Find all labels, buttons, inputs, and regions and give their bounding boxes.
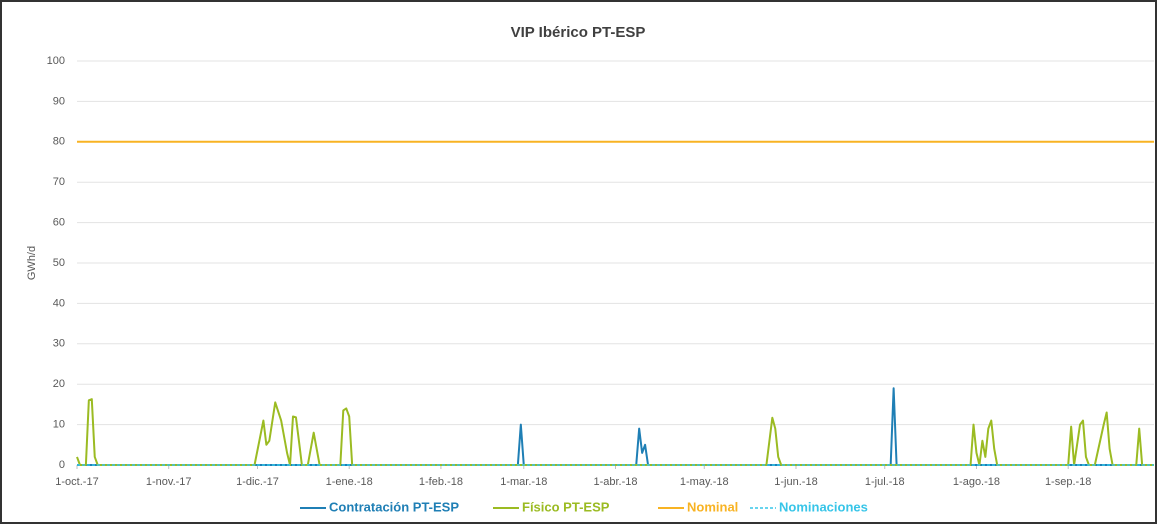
x-tick-label: 1-nov.-17: [146, 476, 192, 488]
x-tick-label: 1-feb.-18: [419, 476, 463, 488]
x-tick-label: 1-abr.-18: [593, 476, 637, 488]
x-tick-label: 1-jul.-18: [865, 476, 905, 488]
y-tick-label: 40: [53, 297, 65, 309]
series-line: [77, 387, 1154, 466]
x-tick-label: 1-oct.-17: [55, 476, 98, 488]
x-tick-label: 1-ene.-18: [326, 476, 373, 488]
x-tick-label: 1-may.-18: [680, 476, 729, 488]
y-axis-label: GWh/d: [26, 246, 38, 280]
series-line: [76, 398, 1154, 466]
legend-label: Contratación PT-ESP: [329, 499, 459, 514]
y-tick-label: 50: [53, 257, 65, 269]
y-tick-label: 80: [53, 136, 65, 148]
y-tick-label: 90: [53, 95, 65, 107]
y-tick-label: 70: [53, 176, 65, 188]
x-tick-label: 1-sep.-18: [1045, 476, 1091, 488]
x-tick-label: 1-mar.-18: [500, 476, 547, 488]
x-tick-label: 1-jun.-18: [774, 476, 817, 488]
y-tick-label: 100: [47, 55, 65, 67]
y-tick-label: 20: [53, 378, 65, 390]
legend-label: Nominal: [687, 499, 738, 514]
legend-label: Físico PT-ESP: [522, 499, 610, 514]
legend-label: Nominaciones: [779, 499, 868, 514]
y-tick-label: 0: [59, 459, 65, 471]
chart-title: VIP Ibérico PT-ESP: [511, 24, 646, 41]
y-tick-label: 10: [53, 419, 65, 431]
x-tick-label: 1-ago.-18: [953, 476, 1000, 488]
y-tick-label: 30: [53, 338, 65, 350]
x-tick-label: 1-dic.-17: [236, 476, 279, 488]
y-tick-label: 60: [53, 217, 65, 229]
